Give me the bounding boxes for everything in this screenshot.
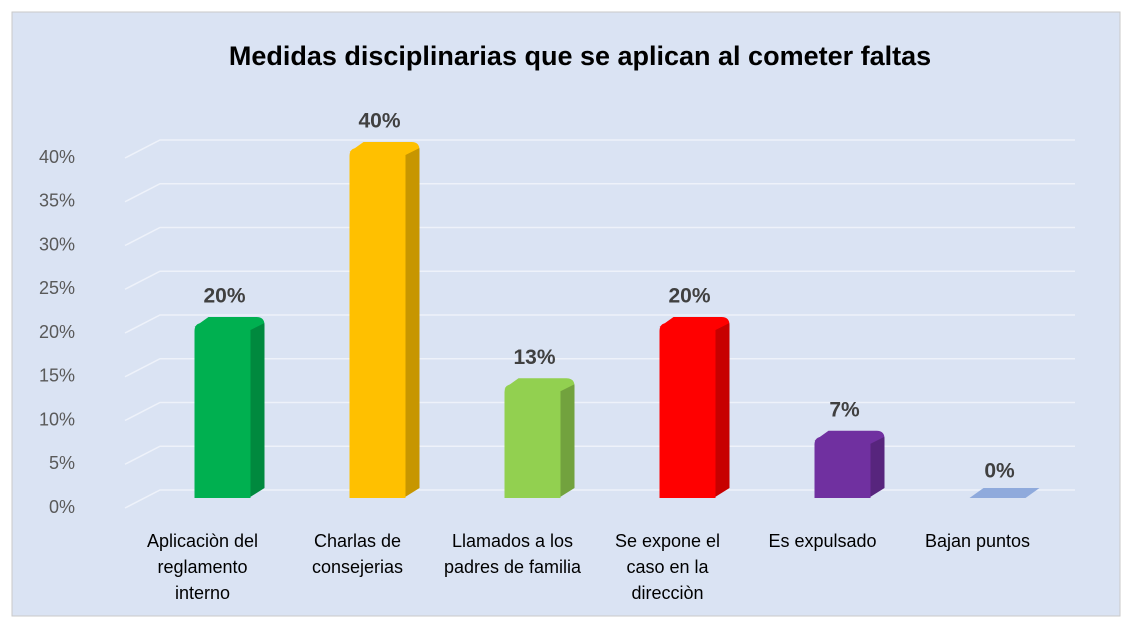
bar: [814, 436, 871, 498]
x-tick-label: Charlas de consejerias: [311, 531, 404, 577]
x-tick-label: Aplicaciòn del reglamento interno: [146, 531, 259, 603]
bar: [504, 384, 561, 498]
grid-line: [124, 445, 1075, 465]
y-tick-label: 35%: [39, 191, 75, 211]
value-label: 40%: [358, 110, 400, 133]
chart-title: Medidas disciplinarias que se aplican al…: [229, 41, 931, 71]
bar: [969, 488, 1040, 498]
bar-shade: [713, 323, 730, 498]
grid-line: [124, 183, 1075, 203]
y-tick-label: 5%: [49, 453, 75, 473]
bar-shade: [403, 148, 420, 498]
bar: [659, 323, 716, 498]
value-label: 7%: [829, 398, 860, 421]
x-tick-label: Es expulsado: [768, 531, 877, 551]
bar-shade: [558, 384, 575, 498]
grid-line: [124, 401, 1075, 422]
value-label: 20%: [203, 285, 245, 308]
value-label: 20%: [668, 285, 710, 308]
value-label: 13%: [513, 346, 555, 369]
bar: [194, 323, 251, 498]
y-tick-label: 15%: [39, 366, 75, 386]
x-tick-label: Llamados a los padres de familia: [443, 531, 582, 577]
y-tick-label: 25%: [39, 278, 75, 298]
chart-background: [11, 11, 1121, 617]
value-label: 0%: [984, 460, 1015, 483]
bar-shade: [868, 436, 885, 498]
x-tick-label: Se expone el caso en la direcciòn: [614, 531, 721, 603]
grid-line: [124, 139, 1075, 159]
grid-line: [124, 226, 1075, 247]
y-tick-label: 10%: [39, 409, 75, 429]
bar: [349, 148, 406, 498]
grid-line: [124, 358, 1075, 378]
y-tick-label: 20%: [39, 322, 75, 342]
x-tick-label: Bajan puntos: [924, 531, 1031, 551]
grid-line: [124, 270, 1075, 290]
grid-line: [124, 489, 1075, 509]
bar-shade: [248, 323, 265, 498]
y-tick-label: 40%: [39, 147, 75, 167]
y-tick-label: 30%: [39, 234, 75, 254]
grid-line: [124, 314, 1075, 334]
y-tick-label: 0%: [49, 497, 75, 517]
